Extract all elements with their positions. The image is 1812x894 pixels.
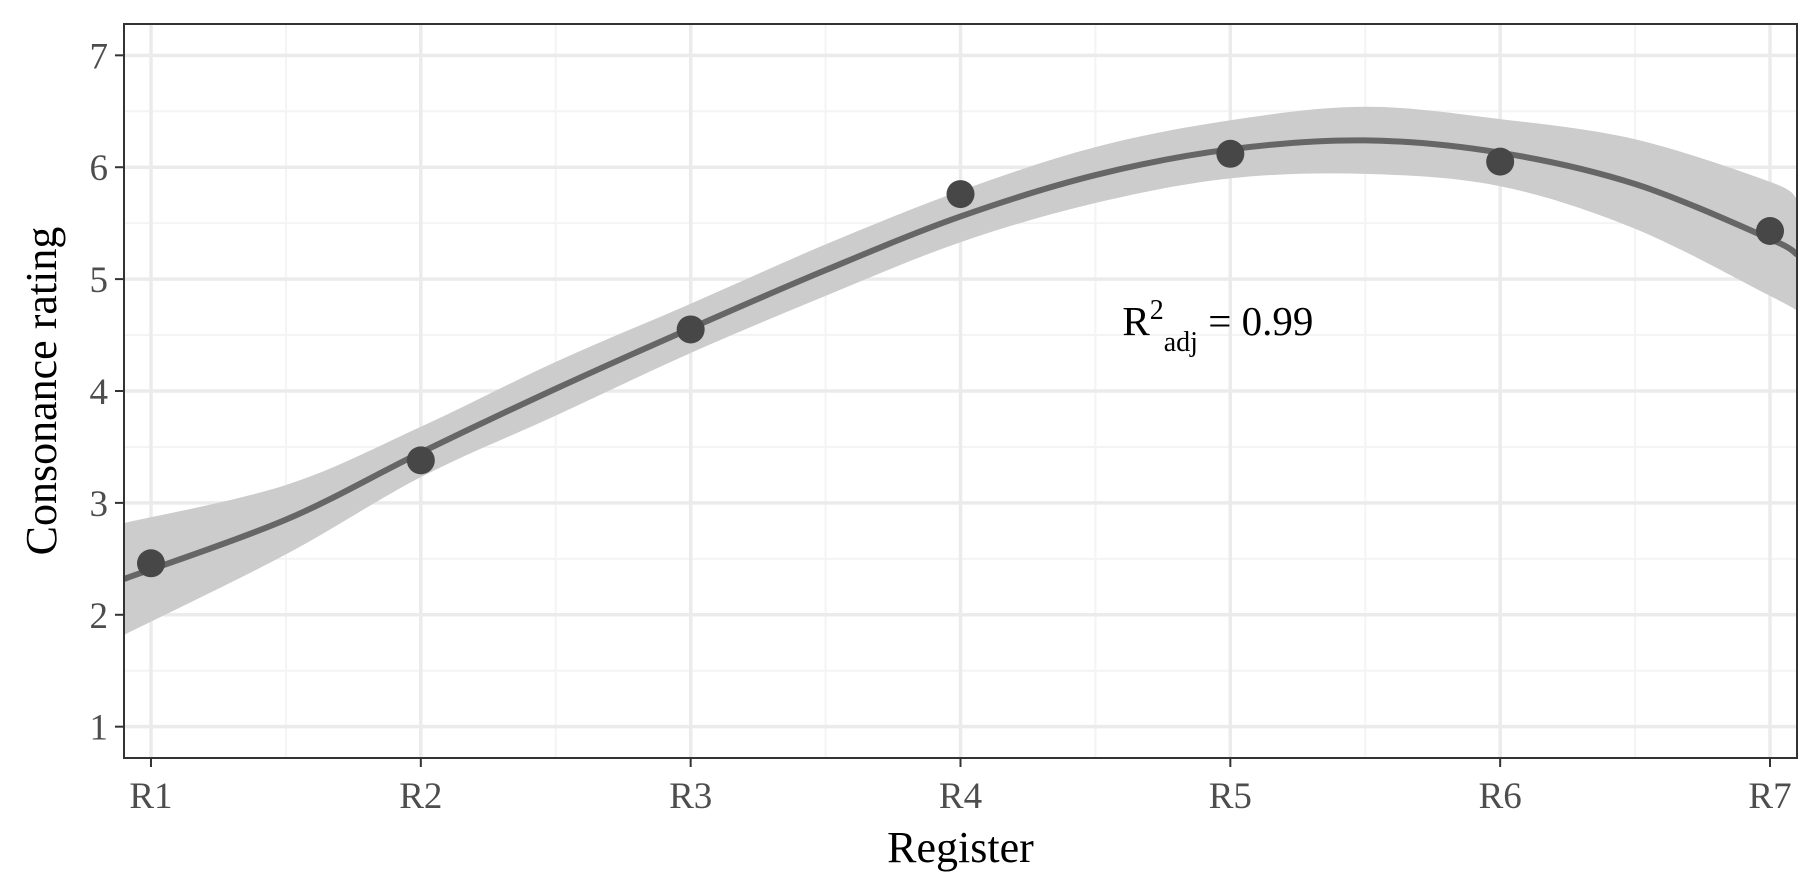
data-points <box>136 139 1785 578</box>
y-tick-label: 6 <box>90 148 109 189</box>
x-tick-label: R4 <box>939 776 982 817</box>
annotation-subscript: adj <box>1164 327 1198 358</box>
x-tick-label: R7 <box>1748 776 1791 817</box>
y-axis-title: Consonance rating <box>17 227 66 556</box>
x-axis: R1 R2 R3 R4 R5 R6 R7 <box>129 758 1792 817</box>
y-tick-label: 4 <box>90 372 109 413</box>
data-point <box>1486 147 1515 176</box>
r-squared-annotation: R2adj = 0.99 <box>1122 295 1313 358</box>
y-tick-label: 5 <box>90 260 109 301</box>
annotation-base: R <box>1122 298 1150 344</box>
y-tick-label: 2 <box>90 596 109 637</box>
x-tick-label: R6 <box>1479 776 1522 817</box>
x-tick-label: R1 <box>129 776 172 817</box>
data-point <box>946 180 975 209</box>
data-point <box>406 446 435 475</box>
confidence-ribbon <box>124 106 1797 635</box>
x-axis-title: Register <box>887 823 1034 872</box>
major-gridlines <box>124 24 1797 758</box>
x-tick-label: R3 <box>669 776 712 817</box>
data-point <box>1756 216 1785 245</box>
y-tick-label: 1 <box>90 708 109 749</box>
data-point <box>676 315 705 344</box>
x-tick-label: R2 <box>399 776 442 817</box>
y-axis: 1 2 3 4 5 6 7 <box>90 36 124 749</box>
annotation-value: = 0.99 <box>1198 298 1313 344</box>
y-tick-label: 7 <box>90 36 109 77</box>
x-tick-label: R5 <box>1209 776 1252 817</box>
data-point <box>136 549 165 578</box>
annotation-superscript: 2 <box>1150 295 1164 326</box>
y-tick-label: 3 <box>90 484 109 525</box>
data-point <box>1216 139 1245 168</box>
